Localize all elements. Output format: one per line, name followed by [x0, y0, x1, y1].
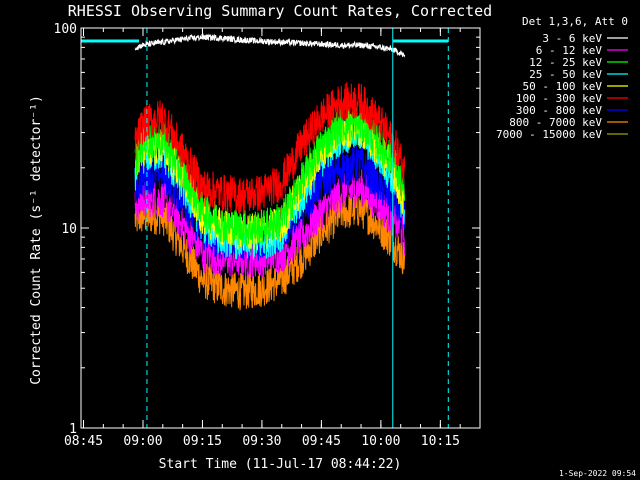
x-tick-label: 09:15 [183, 434, 222, 449]
legend-label: 800 - 7000 keV [509, 116, 602, 129]
x-tick-label: 08:45 [64, 434, 103, 449]
x-tick-label: 10:15 [421, 434, 460, 449]
legend-label: 7000 - 15000 keV [496, 128, 602, 141]
y-tick-label: 100 [54, 22, 77, 37]
chart-title: RHESSI Observing Summary Count Rates, Co… [68, 2, 492, 20]
series-800-7000-kev [134, 191, 406, 311]
legend-label: 3 - 6 keV [542, 32, 602, 45]
series-line [134, 33, 406, 58]
x-tick-label: 09:00 [123, 434, 162, 449]
series-3-6-kev [134, 33, 406, 58]
y-axis-label: Corrected Count Rate (s⁻¹ detector⁻¹) [29, 95, 44, 385]
series-12-25-kev [134, 106, 406, 247]
legend-label: 12 - 25 keV [529, 56, 602, 69]
legend-label: 50 - 100 keV [523, 80, 603, 93]
series-line [134, 106, 406, 247]
legend-label: 100 - 300 keV [516, 92, 602, 105]
x-tick-label: 09:30 [242, 434, 281, 449]
x-tick-label: 09:45 [302, 434, 341, 449]
y-tick-label: 10 [61, 222, 77, 237]
footer-timestamp: 1-Sep-2022 09:54 [559, 469, 636, 478]
series-100-300-kev [134, 82, 406, 215]
x-axis-label: Start Time (11-Jul-17 08:44:22) [159, 457, 402, 472]
legend-label: 25 - 50 keV [529, 68, 602, 81]
x-tick-label: 10:00 [361, 434, 400, 449]
legend-label: 300 - 800 keV [516, 104, 602, 117]
axes: 1 10 100 08:45 09:00 09:15 09:30 09:45 10:00 10:1… [54, 22, 481, 449]
series-line [134, 82, 406, 215]
series-line [134, 191, 406, 311]
legend-title: Det 1,3,6, Att 0 [522, 15, 628, 28]
legend-label: 6 - 12 keV [536, 44, 603, 57]
y-tick-label: 1 [69, 422, 77, 437]
